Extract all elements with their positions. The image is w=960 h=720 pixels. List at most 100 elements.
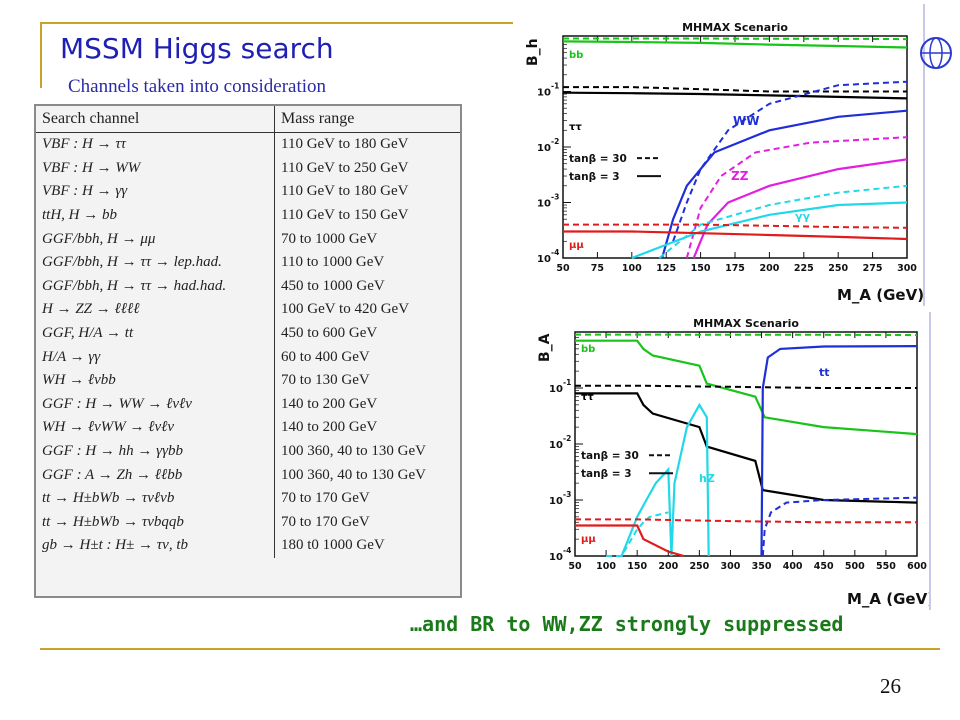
cell-search-channel: ttH, H → bb xyxy=(36,203,275,228)
y-tick-exponent: -3 xyxy=(563,490,571,499)
series-annotation: μμ xyxy=(569,240,584,251)
legend-label: tanβ = 30 xyxy=(569,153,627,165)
chart-higgs-h-branching-ratios: MHMAX Scenario 50 75 100 125 150 175 200 225 250 2… xyxy=(513,4,925,306)
x-tick-label: 50 xyxy=(568,561,582,572)
y-tick-exponent: -2 xyxy=(563,434,571,443)
cell-mass-range: 450 to 600 GeV xyxy=(281,325,378,342)
y-tick-label: 10 xyxy=(537,199,551,210)
channels-table: Search channel Mass range VBF : H → ττ 11… xyxy=(36,106,460,558)
x-tick-label: 250 xyxy=(689,561,709,572)
cell-search-channel: VBF : H → ττ xyxy=(36,132,275,157)
series-line-tautau-tanb30 xyxy=(563,86,907,93)
table-body: VBF : H → ττ 110 GeV to 180 GeV VBF : H → … xyxy=(36,132,460,558)
legend-label: tanβ = 3 xyxy=(569,171,620,183)
decorative-bottom-line xyxy=(40,648,940,650)
y-tick-exponent: -1 xyxy=(551,82,559,91)
cell-mass-range: 100 GeV to 420 GeV xyxy=(281,301,410,318)
cell-mass-range: 100 360, 40 to 130 GeV xyxy=(281,466,426,483)
series-line-bb-tanb30 xyxy=(563,37,908,41)
y-tick-label: 10 xyxy=(537,143,551,154)
series-line-WW-tanb30 xyxy=(672,80,908,242)
cell-mass-range: 110 GeV to 180 GeV xyxy=(281,136,409,153)
cell-mass-range: 70 to 170 GeV xyxy=(281,513,370,530)
y-tick-exponent: -3 xyxy=(551,193,559,202)
y-tick-label: 10 xyxy=(537,88,551,99)
series-group xyxy=(575,333,918,558)
table-row: WH → ℓνWW → ℓνℓν 140 to 200 GeV xyxy=(36,416,460,440)
cell-mass-range: 110 GeV to 180 GeV xyxy=(281,183,409,200)
x-tick-label: 350 xyxy=(752,561,772,572)
cell-search-channel: H → ZZ → ℓℓℓℓ xyxy=(36,298,275,322)
chart-title: MHMAX Scenario xyxy=(682,21,788,34)
x-tick-label: 150 xyxy=(627,561,647,572)
cell-search-channel: VBF : H → WW xyxy=(36,156,275,181)
series-line-gammagamma-tanb3 xyxy=(631,201,908,260)
y-tick-exponent: -2 xyxy=(551,137,559,146)
table-row: tt → H±bWb → τνbqqb 70 to 170 GeV xyxy=(36,510,460,535)
series-line-hZ-tanb3 xyxy=(620,402,710,557)
x-tick-label: 500 xyxy=(845,561,865,572)
legend-label: tanβ = 30 xyxy=(581,450,639,462)
table-row: WH → ℓνbb 70 to 130 GeV xyxy=(36,368,460,393)
series-line-tautau-tanb30 xyxy=(575,384,917,389)
x-tick-label: 100 xyxy=(596,561,616,572)
table-row: GGF : A → Zh → ℓℓbb 100 360, 40 to 130 Ge… xyxy=(36,463,460,487)
series-annotation: WW xyxy=(733,114,759,128)
series-line-mumu-tanb3 xyxy=(563,230,908,241)
y-tick-exponent: -1 xyxy=(563,378,571,387)
x-tick-label: 100 xyxy=(622,263,642,274)
table-row: GGF, H/A → tt 450 to 600 GeV xyxy=(36,321,460,346)
x-axis-label: M_A (GeV) xyxy=(837,286,923,304)
x-tick-label: 300 xyxy=(721,561,741,572)
table-row: GGF/bbh, H → μμ 70 to 1000 GeV xyxy=(36,227,460,251)
cell-search-channel: GGF/bbh, H → ττ → had.had. xyxy=(36,274,275,299)
decorative-left-line xyxy=(40,22,42,88)
cell-mass-range: 140 to 200 GeV xyxy=(281,419,378,436)
series-line-gammagamma-tanb30 xyxy=(658,184,908,259)
x-tick-label: 400 xyxy=(783,561,803,572)
cell-search-channel: tt → H±bWb → τνbqqb xyxy=(36,510,275,535)
x-tick-label: 200 xyxy=(759,263,779,274)
cell-mass-range: 110 GeV to 150 GeV xyxy=(281,207,409,224)
cell-search-channel: GGF : H → WW → ℓνℓν xyxy=(36,392,275,417)
page-number: 26 xyxy=(880,674,901,698)
y-tick-label: 10 xyxy=(549,440,563,451)
chart-title: MHMAX Scenario xyxy=(693,317,799,330)
series-line-hZ-tanb30 xyxy=(606,511,669,557)
y-tick-exponent: -4 xyxy=(551,248,559,257)
table-row: VBF : H → ττ 110 GeV to 180 GeV xyxy=(36,132,460,157)
header-search-channel: Search channel xyxy=(36,106,275,133)
table-row: ttH, H → bb 110 GeV to 150 GeV xyxy=(36,203,460,228)
cell-search-channel: WH → ℓνbb xyxy=(36,368,275,393)
y-axis-label: B_A xyxy=(537,333,553,362)
series-annotation: μμ xyxy=(581,534,596,545)
series-annotation: ττ xyxy=(581,392,594,403)
table-row: VBF : H → γγ 110 GeV to 180 GeV xyxy=(36,180,460,204)
cell-search-channel: WH → ℓνWW → ℓνℓν xyxy=(36,416,275,440)
header-mass-range: Mass range xyxy=(274,106,460,133)
cell-mass-range: 100 360, 40 to 130 GeV xyxy=(281,443,426,460)
series-annotation: bb xyxy=(581,344,595,355)
x-tick-label: 250 xyxy=(828,263,848,274)
series-line-tt-tanb3 xyxy=(760,345,918,557)
y-axis-label: B_h xyxy=(525,38,541,66)
x-tick-label: 300 xyxy=(897,263,917,274)
table-row: GGF/bbh, H → ττ → lep.had. 110 to 1000 Ge… xyxy=(36,250,460,275)
series-line-mumu-tanb3 xyxy=(575,524,685,558)
series-line-bb-tanb3 xyxy=(562,40,908,49)
x-tick-label: 450 xyxy=(814,561,834,572)
cell-mass-range: 180 t0 1000 GeV xyxy=(281,537,385,554)
cell-search-channel: H/A → γγ xyxy=(36,345,275,369)
table-row: GGF : H → hh → γγbb 100 360, 40 to 130 Ge… xyxy=(36,439,460,464)
series-annotation: γγ xyxy=(795,210,810,223)
cell-mass-range: 60 to 400 GeV xyxy=(281,348,370,365)
cell-mass-range: 450 to 1000 GeV xyxy=(281,277,385,294)
x-tick-label: 225 xyxy=(794,263,814,274)
cell-mass-range: 70 to 1000 GeV xyxy=(281,230,378,247)
series-line-tt-tanb30 xyxy=(761,496,918,557)
chart-higgs-a-branching-ratios: MHMAX Scenario 50 100 150 200 250 300 350 400 450… xyxy=(513,312,934,610)
table-header-row: Search channel Mass range xyxy=(36,106,460,133)
slide-title: MSSM Higgs search xyxy=(60,32,334,65)
cell-search-channel: GGF : H → hh → γγbb xyxy=(36,439,275,464)
series-annotation: ZZ xyxy=(731,169,749,183)
